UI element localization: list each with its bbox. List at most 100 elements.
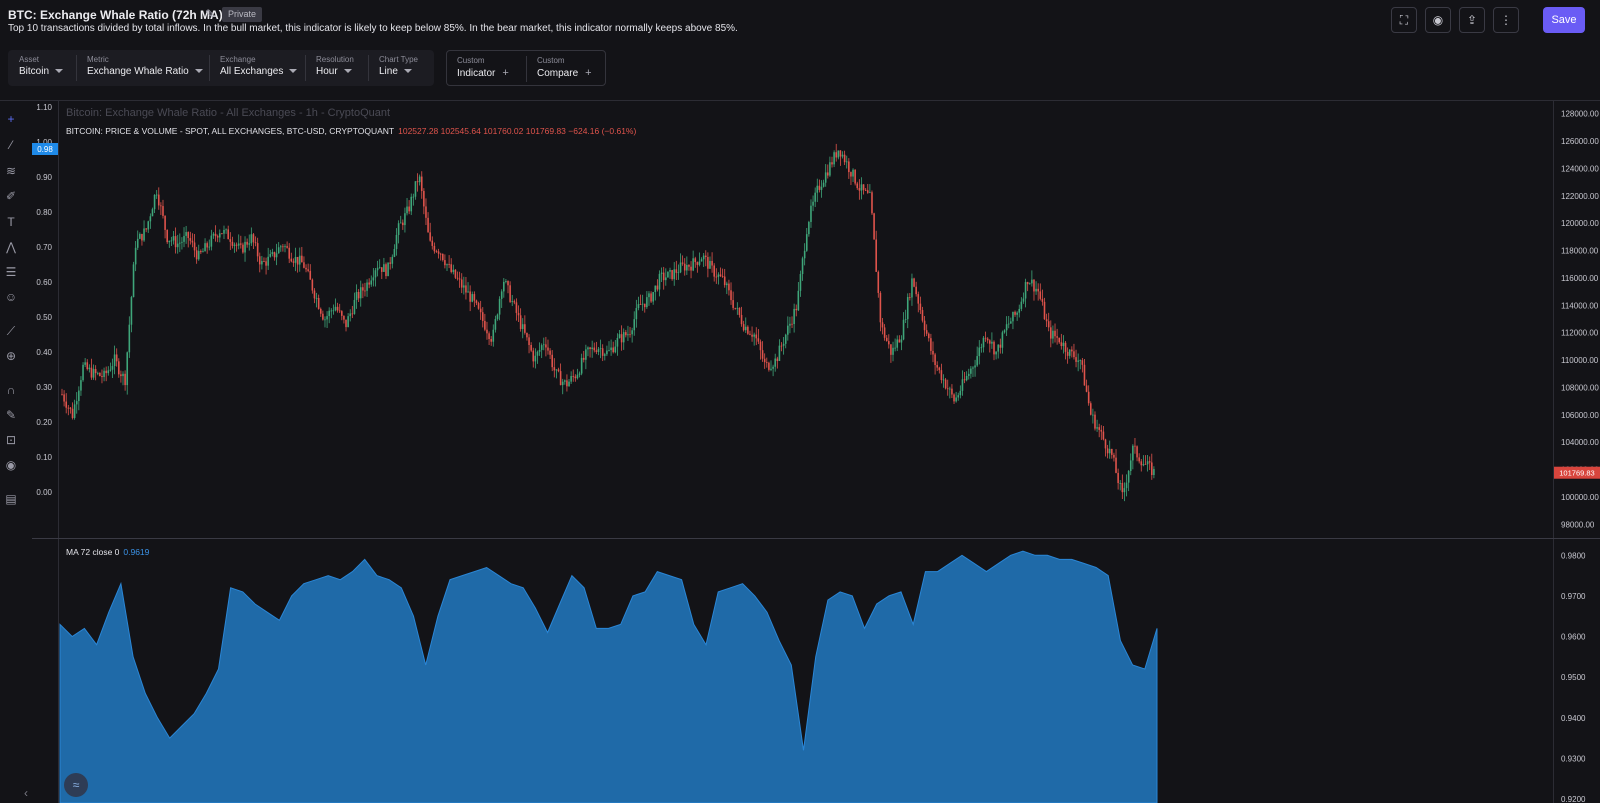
trendline-icon[interactable]: ⁄ [9, 138, 12, 152]
candle-body [763, 358, 766, 363]
price-legend: BITCOIN: PRICE & VOLUME - SPOT, ALL EXCH… [66, 126, 636, 136]
eye-icon[interactable]: ◉ [5, 458, 17, 472]
candle-body [681, 262, 684, 264]
save-button[interactable]: Save [1543, 7, 1585, 33]
candle-body [782, 343, 785, 346]
candle-body [599, 348, 602, 350]
candle-body [881, 322, 884, 328]
candle-body [1068, 349, 1071, 356]
pencil-icon[interactable]: ✎ [205, 7, 216, 21]
price-chart[interactable]: 1.10 1.00 0.90 0.80 0.70 0.60 0.50 0.40 0.30 0.20… [0, 100, 1600, 538]
right-axis-tick: 100000.00 [1561, 493, 1599, 502]
candle-body [107, 370, 110, 374]
resolution-select[interactable]: Resolution Hour [316, 55, 354, 83]
ma-chart[interactable]: 0.9800 0.9700 0.9600 0.9500 0.9400 0.9300 0.92… [0, 539, 1600, 803]
crosshair-icon[interactable]: + [7, 112, 15, 126]
candle-body [218, 233, 221, 238]
candle-body [1050, 327, 1052, 339]
brush-icon[interactable]: ✐ [5, 189, 17, 203]
candle-body [932, 350, 934, 355]
candle-body [730, 290, 732, 301]
candle-body [517, 312, 520, 316]
ruler-icon[interactable]: ⟋ [6, 324, 16, 338]
candle-body [75, 401, 78, 405]
candle-body [542, 344, 545, 346]
fib-icon[interactable]: ≋ [5, 164, 17, 178]
candle-body [1115, 457, 1117, 473]
trash-icon[interactable]: ▤ [5, 492, 17, 506]
candle-body [831, 162, 833, 165]
pattern-icon[interactable]: ⋀ [6, 240, 16, 254]
candle-body [934, 354, 936, 366]
candle-body [452, 269, 455, 273]
candle-body [1083, 364, 1086, 386]
candle-body [608, 350, 610, 351]
candle-body [372, 277, 375, 281]
ma-axis-tick: 0.9700 [1561, 592, 1586, 601]
custom-compare-button[interactable]: Custom Compare + [537, 56, 592, 84]
candle-body [242, 244, 244, 253]
emoji-icon[interactable]: ☺ [4, 290, 18, 304]
candle-body [749, 333, 751, 335]
candle-body [90, 367, 93, 378]
candle-body [450, 264, 453, 273]
candle-body [349, 313, 352, 317]
candle-body [294, 256, 297, 263]
candle-body [1026, 282, 1029, 285]
candle-body [231, 241, 234, 246]
candle-body [614, 346, 617, 353]
candle-body [486, 329, 488, 334]
fullscreen-button[interactable]: ⛶ [1391, 7, 1417, 33]
zoom-icon[interactable]: ⊕ [5, 349, 17, 363]
candle-body [376, 267, 379, 271]
candle-body [692, 258, 694, 271]
custom-indicator-value: Indicator [457, 68, 496, 79]
candle-body [635, 308, 638, 320]
measure-icon[interactable]: ☰ [5, 265, 17, 279]
ma-axis-tick: 0.9200 [1561, 795, 1586, 803]
share-button[interactable]: ⇪ [1459, 7, 1485, 33]
candle-body [669, 270, 671, 272]
candle-body [189, 238, 192, 241]
candle-body [890, 344, 892, 355]
right-axis-tick: 124000.00 [1561, 164, 1599, 173]
candle-body [559, 371, 562, 386]
candle-body [1018, 308, 1021, 313]
candle-body [555, 369, 558, 371]
metric-select[interactable]: Metric Exchange Whale Ratio [87, 55, 203, 83]
asset-select[interactable]: Asset Bitcoin [19, 55, 64, 83]
candle-body [841, 154, 844, 157]
candle-body [988, 340, 991, 344]
candle-body [441, 253, 444, 261]
right-axis-tick: 128000.00 [1561, 110, 1599, 119]
lock-draw-icon[interactable]: ✎ [5, 408, 17, 422]
candle-body [654, 285, 657, 293]
lock-icon[interactable]: ⊡ [5, 433, 17, 447]
screenshot-button[interactable]: ◉ [1425, 7, 1451, 33]
candle-body [280, 246, 282, 248]
exchange-select[interactable]: Exchange All Exchanges [220, 55, 298, 83]
custom-indicator-button[interactable]: Custom Indicator + [457, 56, 509, 84]
candle-body [801, 258, 804, 275]
candle-body [1085, 385, 1088, 392]
candle-body [319, 308, 322, 314]
candle-body [854, 169, 856, 184]
candle-body [515, 302, 518, 313]
candle-body [959, 390, 962, 396]
candle-body [227, 229, 230, 240]
left-axis-tick: 0.90 [36, 173, 52, 182]
candle-body [444, 260, 446, 266]
candle-body [172, 236, 175, 241]
text-icon[interactable]: T [7, 215, 15, 229]
candle-body [481, 312, 484, 321]
candle-body [179, 242, 181, 244]
candle-body [850, 172, 852, 177]
candle-body [261, 261, 263, 265]
right-axis-tick: 118000.00 [1561, 247, 1599, 256]
magnet-icon[interactable]: ∩ [6, 383, 16, 397]
more-button[interactable]: ⋮ [1493, 7, 1519, 33]
candle-body [1100, 429, 1103, 432]
chart-type-select[interactable]: Chart Type Line [379, 55, 418, 83]
candle-body [1056, 336, 1058, 338]
collapse-icon[interactable]: ‹ [24, 786, 28, 800]
